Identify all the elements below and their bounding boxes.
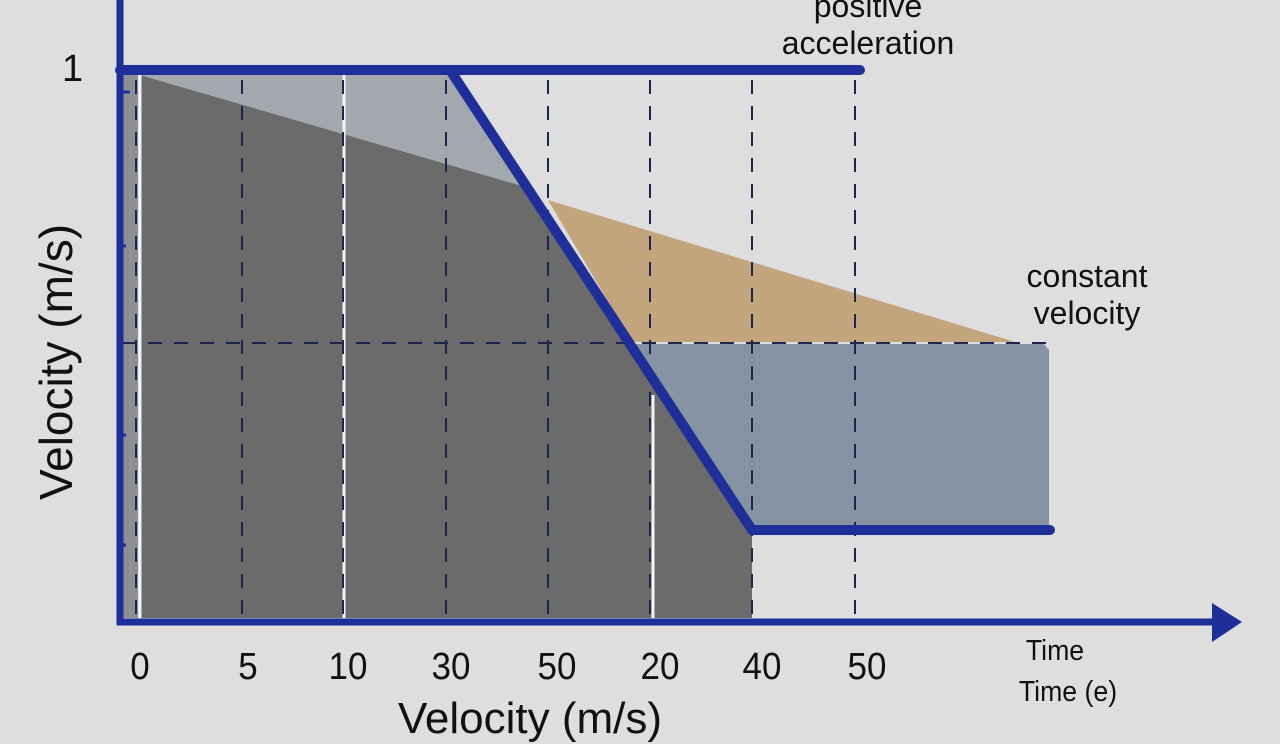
annotation-line: positive bbox=[813, 0, 923, 24]
blue-gray-region bbox=[632, 344, 1049, 528]
x-tick-label: 40 bbox=[742, 646, 782, 688]
time-unit-label: Time (e) bbox=[1018, 676, 1118, 708]
x-tick-label: 50 bbox=[847, 646, 887, 688]
annotation-positive-acceleration: positive acceleration bbox=[782, 0, 955, 62]
x-tick-label: 10 bbox=[328, 646, 368, 688]
axes bbox=[116, 0, 1215, 626]
y-axis-ticks bbox=[120, 90, 130, 547]
annotation-line: acceleration bbox=[781, 25, 955, 61]
tan-region bbox=[548, 200, 1015, 342]
x-axis-arrow-icon bbox=[1212, 603, 1242, 642]
x-tick-label: 30 bbox=[431, 646, 471, 688]
x-axis-title: Velocity (m/s) bbox=[397, 694, 663, 743]
x-tick-label: 0 bbox=[130, 646, 150, 688]
y-axis-title: Velocity (m/s) bbox=[30, 223, 82, 501]
annotation-line: constant bbox=[1026, 258, 1148, 294]
time-label: Time bbox=[1025, 635, 1085, 667]
annotation-constant-velocity: constant velocity bbox=[1027, 258, 1148, 332]
light-gray-region-fill bbox=[122, 73, 522, 186]
velocity-time-chart bbox=[115, 0, 1242, 642]
x-tick-label: 20 bbox=[640, 646, 680, 688]
annotation-line: velocity bbox=[1033, 295, 1141, 331]
velocity-line bbox=[115, 65, 1055, 535]
left-strip bbox=[122, 73, 138, 618]
x-tick-label: 5 bbox=[238, 646, 258, 688]
y-tick-label: 1 bbox=[62, 48, 84, 90]
x-tick-label: 50 bbox=[537, 646, 577, 688]
